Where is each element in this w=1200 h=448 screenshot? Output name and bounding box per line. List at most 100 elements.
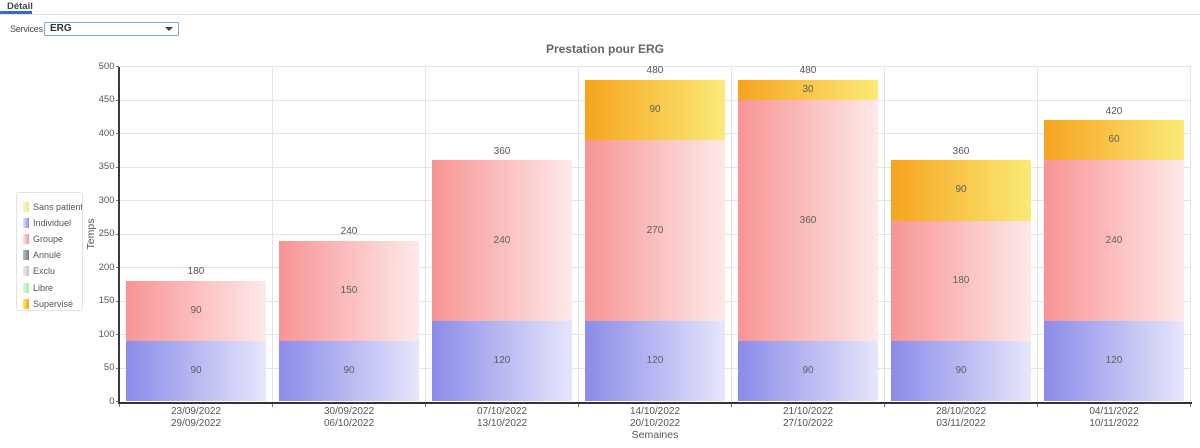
bar-value-label: 270 [646,224,664,236]
legend-item-groupe[interactable]: Groupe [23,231,82,247]
chart-title: Prestation pour ERG [545,42,665,56]
x-axis-title: Semaines [631,429,679,441]
bar-value-label: 120 [1105,355,1123,367]
bar-total-label: 480 [799,65,817,77]
legend-item-exclu[interactable]: Exclu [23,263,82,279]
bar-segment-individuel[interactable] [738,341,878,402]
x-category-week-end: 27/10/2022 [782,417,834,429]
bar-value-label: 90 [190,365,202,377]
tabbar-separator [0,13,1200,15]
bar-value-label: 90 [955,184,967,196]
x-category-week-end: 13/10/2022 [476,417,528,429]
bar-total-label: 240 [340,226,358,238]
y-gridline [119,66,1191,67]
legend-label: Sans patient [33,202,83,213]
legend-label: Individuel [33,218,72,229]
bar-value-label: 120 [646,355,664,367]
x-category-week-end: 29/09/2022 [170,417,222,429]
services-select[interactable]: ERG [44,22,179,36]
x-category-label: 23/09/2022 29/09/2022 [120,406,273,430]
x-category-label: 21/10/2022 27/10/2022 [732,406,885,430]
bar-total-label: 420 [1105,105,1123,117]
bar-segment-individuel[interactable] [126,341,266,402]
bar-segment-individuel[interactable] [1044,321,1184,402]
bar-segment-groupe[interactable] [738,100,878,342]
y-tick-label: 350 [98,161,115,172]
legend-swatch-icon [23,266,29,277]
bar-segment-supervisé[interactable] [585,79,725,141]
legend-label: Exclu [33,266,56,277]
bar-segment-individuel[interactable] [585,321,725,402]
y-tick-label: 450 [98,94,115,105]
x-tick [884,403,885,407]
y-tick [115,334,119,335]
y-tick [115,233,119,235]
legend-item-supervisé[interactable]: Supervisé [23,296,82,310]
bar-segment-groupe[interactable] [891,220,1031,342]
y-tick-label: 0 [109,395,115,407]
tab-active-indicator [0,11,32,14]
bar-segment-individuel[interactable] [432,321,572,402]
bar-segment-groupe[interactable] [126,280,266,342]
bar-value-label: 30 [802,83,814,95]
x-category-label: 14/10/2022 20/10/2022 [579,406,732,430]
legend-item-individuel[interactable]: Individuel [23,215,82,231]
bar-value-label: 180 [952,274,970,286]
y-tick [115,401,119,402]
legend-swatch-icon [23,202,29,213]
bar-value-label: 360 [799,214,817,226]
legend-item-annulé[interactable]: Annulé [23,247,82,263]
bar-value-label: 90 [802,365,814,377]
legend-label: Groupe [33,234,64,245]
tab-detail[interactable]: Détail [7,1,33,12]
x-tick [272,403,273,407]
bar-segment-groupe[interactable] [585,140,725,322]
x-tick [731,403,732,407]
legend-label: Supervisé [33,298,74,309]
bar-segment-groupe[interactable] [432,160,572,322]
bar-segment-groupe[interactable] [1044,160,1184,322]
bar-value-label: 90 [649,104,661,116]
x-category-week-end: 10/11/2022 [1089,417,1139,429]
legend-item-sans-patient[interactable]: Sans patient [23,199,82,215]
chevron-down-icon [165,27,173,31]
y-tick [115,66,119,67]
x-category-label: 04/11/2022 10/11/2022 [1038,406,1191,430]
y-tick [115,300,119,302]
bar-total-label: 480 [646,65,664,77]
bar-segment-individuel[interactable] [279,341,419,402]
x-gridline [1190,66,1191,402]
x-category-week-end: 06/10/2022 [323,417,375,429]
x-tick [425,403,426,407]
legend-label: Annulé [33,250,62,261]
y-tick [115,200,119,201]
x-category-label: 07/10/2022 13/10/2022 [426,406,579,430]
services-select-value: ERG [50,23,72,34]
x-category-label: 30/09/2022 06/10/2022 [273,406,426,430]
bar-segment-groupe[interactable] [279,240,419,342]
chart-legend: Sans patient Individuel Groupe Annulé Exclu L… [16,192,83,311]
bar-value-label: 240 [1105,234,1123,246]
x-tick [578,403,579,407]
x-category-week-end: 20/10/2022 [629,417,681,429]
bar-total-label: 360 [493,145,511,157]
y-tick-label: 250 [98,228,115,239]
x-category-week-start: 07/10/2022 [476,405,528,417]
legend-item-libre[interactable]: Libre [23,279,82,295]
legend-label: Libre [33,282,54,293]
y-tick-label: 100 [98,328,115,340]
bar-segment-supervisé[interactable] [891,160,1031,221]
y-tick [115,99,119,101]
bar-segment-supervisé[interactable] [738,79,878,100]
y-tick-label: 500 [98,60,115,72]
bar-segment-individuel[interactable] [891,341,1031,402]
y-tick-label: 50 [103,362,115,373]
y-tick [115,166,119,168]
bar-total-label: 360 [952,145,970,157]
x-category-week-start: 30/09/2022 [323,405,375,417]
bar-total-label: 180 [187,266,205,278]
bar-segment-supervisé[interactable] [1044,120,1184,161]
stacked-bar-chart: Prestation pour ERG Semaines Temps 0 50 10… [0,14,1200,448]
legend-swatch-icon [23,234,29,245]
